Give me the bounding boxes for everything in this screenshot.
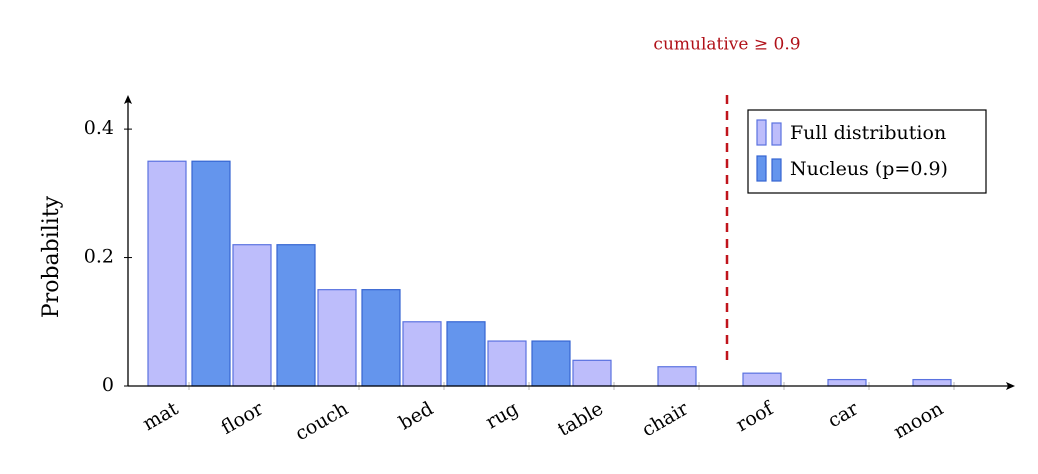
legend: Full distribution Nucleus (p=0.9) <box>747 109 987 194</box>
bar <box>317 289 357 387</box>
y-tick-label: 0.2 <box>84 246 114 268</box>
x-tick-label: couch <box>291 398 352 446</box>
x-tick-label: moon <box>890 398 947 444</box>
bar <box>232 244 272 387</box>
bar <box>446 321 486 387</box>
bar <box>572 359 612 387</box>
legend-box <box>747 109 987 194</box>
bar <box>361 289 401 387</box>
x-tick-label: bed <box>395 398 437 435</box>
legend-swatch <box>771 122 782 146</box>
bar <box>912 378 952 387</box>
x-tick-label: car <box>824 397 863 432</box>
y-axis-label: Probability <box>39 195 64 318</box>
bar <box>276 244 316 387</box>
bar <box>191 160 231 387</box>
y-axis-arrow <box>124 95 132 104</box>
bar <box>147 160 187 387</box>
bar <box>657 366 697 387</box>
bar <box>827 378 867 387</box>
x-tick-label: mat <box>139 397 182 435</box>
bar <box>531 340 571 387</box>
y-tick-label: 0 <box>102 374 114 396</box>
legend-swatch <box>771 158 782 182</box>
x-axis-arrow <box>1006 382 1015 390</box>
legend-label: Nucleus (p=0.9) <box>790 158 948 180</box>
y-tick-label: 0.4 <box>84 117 114 139</box>
x-tick-label: rug <box>482 398 522 434</box>
x-tick-label: floor <box>217 397 267 439</box>
legend-swatch <box>756 119 767 146</box>
bar <box>742 372 782 387</box>
legend-label: Full distribution <box>790 122 946 144</box>
x-tick-label: table <box>554 398 607 441</box>
x-tick-label: roof <box>732 397 778 437</box>
annotation: cumulative ≥ 0.9 <box>653 35 800 55</box>
bar <box>402 321 442 387</box>
legend-swatch <box>756 155 767 182</box>
x-tick-label: chair <box>638 397 693 441</box>
bar <box>487 340 527 387</box>
